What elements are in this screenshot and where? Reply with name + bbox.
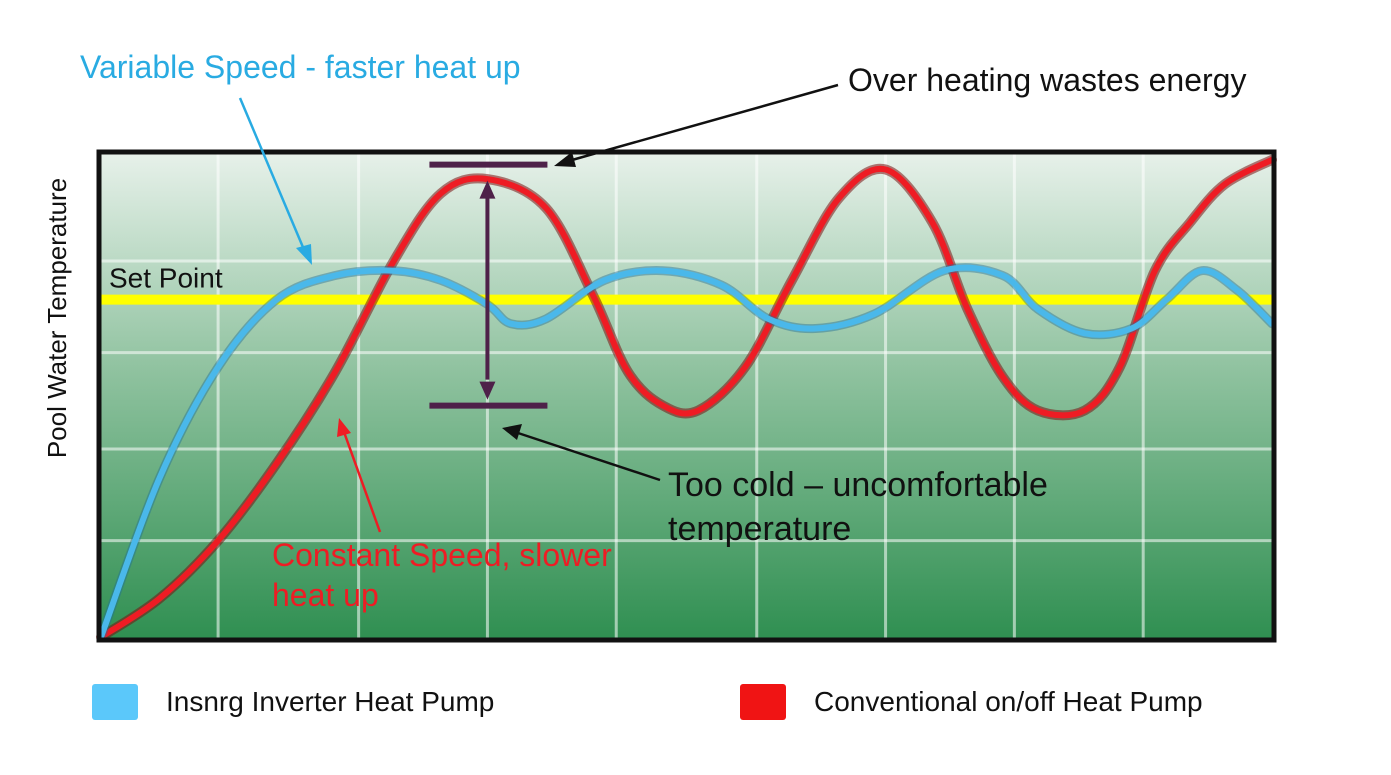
legend-item-inverter: Insnrg Inverter Heat Pump [92,684,494,720]
annotation-constant-speed-line2: heat up [272,577,379,613]
set-point-label: Set Point [109,263,223,294]
annotation-constant-speed-line1: Constant Speed, slower [272,537,612,573]
range-bracket-arrowhead-down [479,381,496,400]
plot-frame [96,149,1277,643]
range-bracket [429,161,548,409]
y-axis-label: Pool Water Temperature [42,178,72,458]
annotation-over-heating-arrowhead [554,152,576,167]
annotation-over-heating-pointer [571,83,839,162]
legend-item-conventional: Conventional on/off Heat Pump [740,684,1203,720]
legend-label-inverter: Insnrg Inverter Heat Pump [166,686,495,717]
conventional-series-line [98,156,1275,640]
annotation-too-cold-arrowhead [502,424,522,440]
annotation-variable-speed: Variable Speed - faster heat up [80,49,521,85]
annotation-too-cold-pointer [517,431,661,482]
annotation-variable-speed-pointer [238,97,307,253]
plot-background [99,152,1274,640]
annotation-constant-speed-arrowhead [337,418,351,437]
annotation-constant-speed-pointer [342,431,382,533]
annotation-too-cold-line1: Too cold – uncomfortable [668,466,1048,504]
annotation-over-heating: Over heating wastes energy [848,62,1246,98]
annotation-variable-speed-arrowhead [296,244,312,265]
range-bracket-arrowhead-up [479,180,496,199]
annotation-too-cold-line2: temperature [668,510,851,548]
legend-label-conventional: Conventional on/off Heat Pump [814,686,1203,717]
legend-swatch-conventional [740,684,786,720]
inverter-series-line [98,264,1275,640]
legend-swatch-inverter [92,684,138,720]
